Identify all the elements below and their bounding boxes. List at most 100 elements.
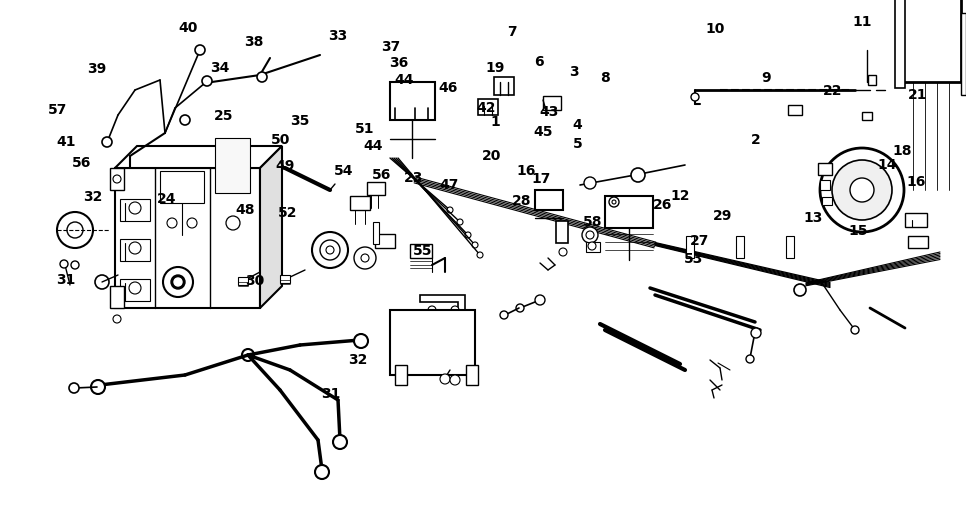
Circle shape	[428, 306, 436, 314]
Circle shape	[354, 247, 376, 269]
Text: 33: 33	[328, 29, 348, 43]
Circle shape	[312, 232, 348, 268]
Text: 6: 6	[534, 55, 544, 70]
Circle shape	[751, 328, 761, 338]
Text: 16: 16	[517, 164, 536, 178]
Circle shape	[195, 45, 205, 55]
Text: 56: 56	[372, 168, 391, 182]
Text: 9: 9	[761, 71, 771, 85]
Bar	[535, 190, 563, 210]
Polygon shape	[115, 146, 282, 168]
Bar	[543, 96, 561, 110]
Text: 52: 52	[278, 206, 298, 220]
Text: 46: 46	[439, 81, 458, 95]
Bar	[478, 99, 498, 115]
Text: 1: 1	[491, 115, 500, 129]
Bar	[120, 199, 150, 221]
Bar	[410, 244, 432, 258]
Text: 3: 3	[569, 65, 579, 79]
Bar	[375, 234, 395, 248]
Circle shape	[516, 304, 524, 312]
Circle shape	[820, 148, 904, 232]
Bar	[120, 239, 150, 261]
Text: 44: 44	[394, 73, 413, 87]
Circle shape	[69, 383, 79, 393]
Circle shape	[584, 177, 596, 189]
Circle shape	[832, 160, 892, 220]
Text: 20: 20	[482, 148, 501, 163]
Text: 21: 21	[908, 88, 927, 102]
Text: 24: 24	[156, 191, 176, 206]
Bar	[895, 0, 905, 88]
Bar	[736, 236, 744, 258]
Polygon shape	[115, 168, 260, 308]
Bar	[280, 275, 290, 283]
Text: 45: 45	[533, 125, 553, 139]
Text: 42: 42	[476, 100, 496, 115]
Text: 22: 22	[823, 84, 842, 98]
Circle shape	[457, 219, 463, 225]
Circle shape	[171, 275, 185, 289]
Text: 31: 31	[321, 387, 340, 401]
Text: ©Boats.net: ©Boats.net	[389, 75, 461, 89]
Text: 12: 12	[670, 188, 690, 203]
Text: 44: 44	[363, 139, 383, 154]
Circle shape	[60, 260, 68, 268]
Circle shape	[202, 76, 212, 86]
Text: 28: 28	[512, 194, 531, 208]
Bar	[110, 168, 124, 190]
Circle shape	[174, 278, 182, 286]
Bar	[868, 75, 876, 85]
Bar	[395, 365, 407, 385]
Text: 41: 41	[56, 135, 75, 150]
Text: 48: 48	[236, 203, 255, 217]
Text: 11: 11	[853, 14, 872, 29]
Bar	[390, 310, 475, 375]
Circle shape	[242, 349, 254, 361]
Circle shape	[500, 311, 508, 319]
Circle shape	[440, 374, 450, 384]
Text: 4: 4	[573, 118, 582, 132]
Circle shape	[315, 465, 329, 479]
Bar	[556, 221, 568, 243]
Circle shape	[102, 137, 112, 147]
Text: 43: 43	[539, 104, 558, 119]
Text: © Boats.net: © Boats.net	[660, 454, 731, 467]
Circle shape	[354, 334, 368, 348]
Text: 39: 39	[87, 61, 106, 76]
Bar	[908, 236, 928, 248]
Bar	[466, 365, 478, 385]
Text: 38: 38	[244, 35, 264, 49]
Bar	[605, 196, 653, 228]
Text: 27: 27	[690, 233, 709, 248]
Circle shape	[850, 178, 874, 202]
Circle shape	[465, 232, 471, 238]
Text: 51: 51	[355, 122, 374, 136]
Text: 30: 30	[245, 273, 265, 288]
Circle shape	[333, 435, 347, 449]
Text: 16: 16	[906, 175, 925, 189]
Bar	[788, 105, 802, 115]
Circle shape	[472, 242, 478, 248]
Bar	[215, 138, 250, 193]
Circle shape	[746, 355, 754, 363]
Text: 58: 58	[583, 215, 603, 229]
Circle shape	[95, 275, 109, 289]
Text: 26: 26	[653, 198, 672, 212]
Circle shape	[794, 284, 806, 296]
Circle shape	[851, 326, 859, 334]
Text: 37: 37	[382, 40, 401, 54]
Circle shape	[67, 222, 83, 238]
Text: 47: 47	[440, 178, 459, 193]
Circle shape	[320, 240, 340, 260]
Text: 23: 23	[404, 171, 423, 185]
Circle shape	[609, 197, 619, 207]
Circle shape	[477, 252, 483, 258]
Text: 2: 2	[751, 133, 760, 147]
Text: 53: 53	[684, 252, 703, 266]
Circle shape	[450, 375, 460, 385]
Circle shape	[57, 212, 93, 248]
Circle shape	[588, 242, 596, 250]
Bar	[367, 182, 385, 195]
Circle shape	[91, 380, 105, 394]
